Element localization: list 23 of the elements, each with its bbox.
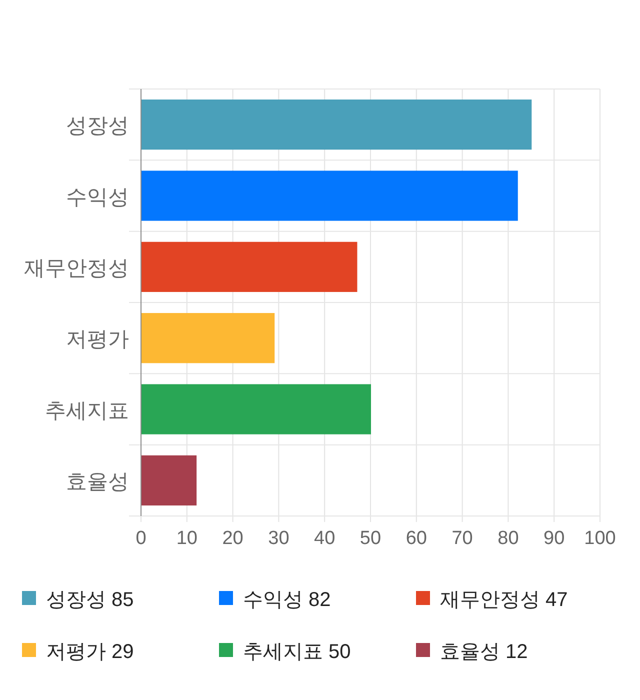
x-tick-label: 20 (222, 528, 244, 549)
x-tick-label: 70 (452, 528, 473, 549)
legend-label: 효율성 12 (440, 641, 528, 663)
x-tick-label: 10 (176, 528, 198, 549)
legend-label: 성장성 85 (46, 589, 134, 611)
x-tick-label: 30 (268, 528, 290, 549)
x-tick-label: 0 (136, 528, 146, 549)
y-tick-label: 수익성 (66, 186, 129, 209)
x-tick-label: 90 (544, 528, 565, 549)
x-tick-label: 100 (584, 528, 616, 549)
x-tick-label: 60 (406, 528, 427, 549)
x-tick-label: 50 (360, 528, 382, 549)
legend-label: 수익성 82 (243, 589, 331, 611)
y-tick-label: 추세지표 (45, 399, 129, 422)
x-tick-label: 40 (314, 528, 336, 549)
y-tick-label: 저평가 (66, 328, 129, 352)
y-tick-label: 효율성 (66, 470, 129, 494)
y-tick-label: 재무안정성 (24, 256, 129, 280)
legend-label: 재무안정성 47 (440, 589, 568, 611)
legend-label: 저평가 29 (46, 641, 134, 663)
y-tick-label: 성장성 (66, 114, 129, 138)
x-tick-label: 80 (498, 528, 519, 549)
legend-label: 추세지표 50 (243, 641, 351, 663)
